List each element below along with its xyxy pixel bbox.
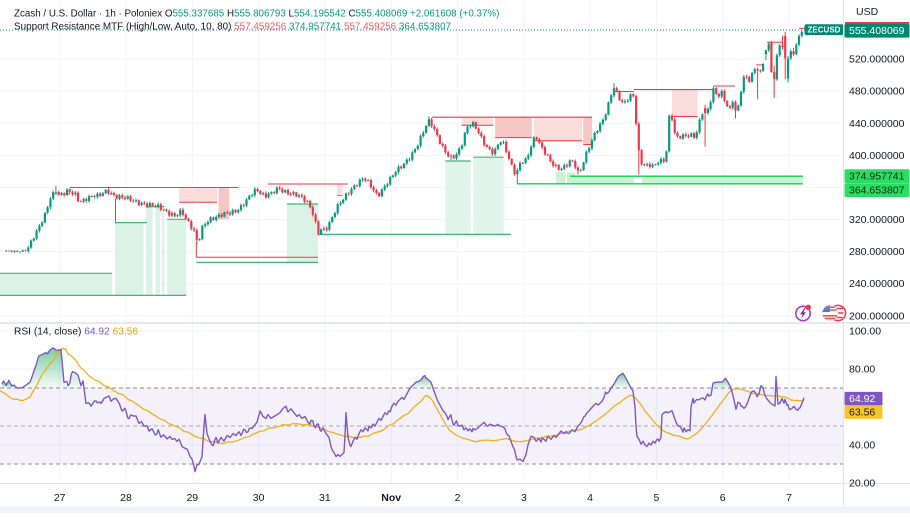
svg-text:5: 5	[653, 492, 659, 504]
svg-text:27: 27	[54, 492, 66, 504]
svg-text:364.653807: 364.653807	[849, 185, 905, 197]
svg-text:320.000000: 320.000000	[849, 214, 905, 226]
svg-text:28: 28	[120, 492, 132, 504]
svg-text:USD: USD	[856, 6, 879, 18]
svg-text:280.000000: 280.000000	[849, 246, 905, 258]
svg-text:RSI (14, close) 64.92 63.56: RSI (14, close) 64.92 63.56	[14, 327, 138, 338]
svg-text:2: 2	[455, 492, 461, 504]
svg-text:374.957741: 374.957741	[849, 171, 905, 183]
svg-text:440.000000: 440.000000	[849, 118, 905, 130]
svg-text:3: 3	[521, 492, 527, 504]
svg-text:100.00: 100.00	[849, 326, 881, 338]
svg-text:40.00: 40.00	[849, 440, 875, 452]
svg-text:63.56: 63.56	[849, 407, 875, 419]
svg-text:29: 29	[186, 492, 198, 504]
svg-text:80.00: 80.00	[849, 364, 875, 376]
svg-text:240.000000: 240.000000	[849, 278, 905, 290]
svg-text:Zcash / U.S. Dollar · 1h · Pol: Zcash / U.S. Dollar · 1h · Poloniex O555…	[14, 9, 499, 20]
svg-text:4: 4	[587, 492, 593, 504]
svg-text:555.408069: 555.408069	[849, 25, 905, 37]
svg-text:520.000000: 520.000000	[849, 54, 905, 66]
svg-text:ZECUSD: ZECUSD	[808, 25, 841, 34]
svg-text:30: 30	[253, 492, 265, 504]
svg-text:64.92: 64.92	[849, 393, 875, 405]
svg-text:Nov: Nov	[381, 492, 401, 504]
svg-text:200.000000: 200.000000	[849, 310, 905, 322]
svg-text:Support Resistance MTF (High/L: Support Resistance MTF (High/Low, Auto, …	[14, 22, 451, 33]
svg-text:400.000000: 400.000000	[849, 150, 905, 162]
svg-text:20.00: 20.00	[849, 478, 875, 490]
svg-text:480.000000: 480.000000	[849, 86, 905, 98]
svg-text:31: 31	[319, 492, 331, 504]
svg-text:7: 7	[786, 492, 792, 504]
svg-text:6: 6	[720, 492, 726, 504]
